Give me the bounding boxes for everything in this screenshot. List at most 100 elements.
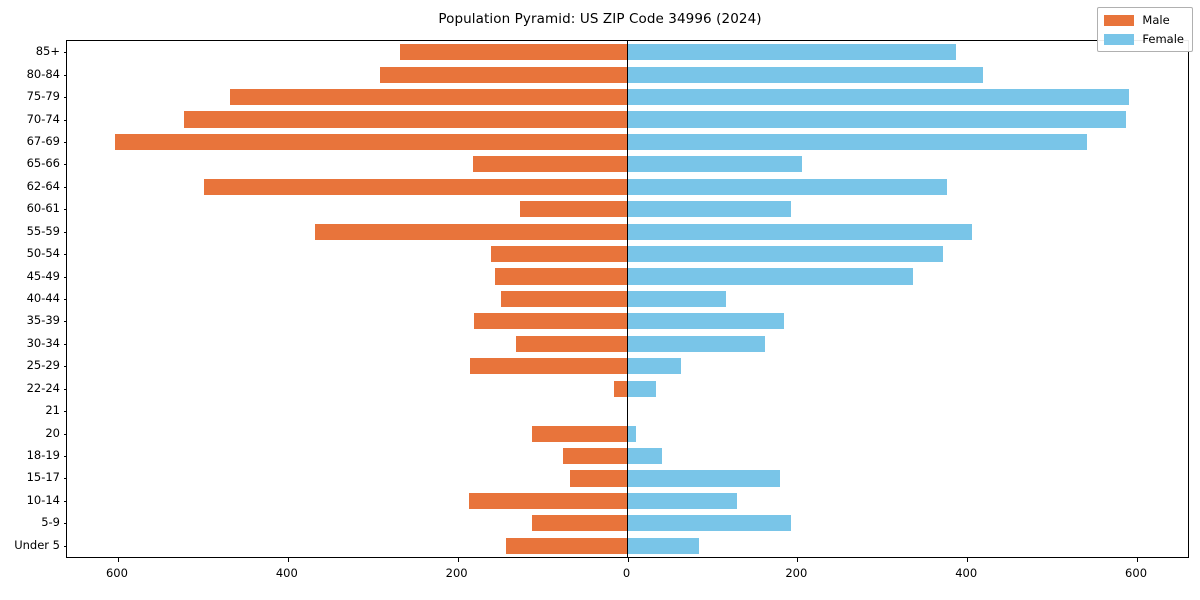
bars-layer: [67, 41, 1188, 557]
bar-male-67-69: [114, 133, 628, 151]
y-tick-mark: [63, 209, 67, 211]
y-axis-tick-label: 65-66: [26, 156, 60, 171]
male-color-swatch: [1104, 14, 1135, 26]
bar-row: [67, 246, 1188, 263]
bar-male-45-49: [495, 268, 628, 285]
bar-row: [67, 66, 1188, 83]
bar-male-10-14: [468, 492, 628, 509]
y-axis-tick-label: 30-34: [26, 335, 60, 350]
y-tick-mark: [63, 52, 67, 54]
x-tick-mark: [457, 558, 459, 562]
y-tick-mark: [63, 388, 67, 390]
bar-male-62-64: [203, 178, 628, 195]
y-tick-mark: [63, 141, 67, 143]
bar-male-65-66: [472, 156, 628, 173]
bar-female-5-9: [627, 515, 791, 532]
y-axis-tick-label: 20: [45, 425, 60, 440]
y-tick-mark: [63, 456, 67, 458]
x-axis-tick-label: 400: [955, 566, 978, 580]
x-axis-tick-label: 0: [622, 566, 631, 580]
y-axis-tick-label: 18-19: [26, 448, 60, 463]
bar-row: [67, 111, 1188, 128]
y-axis-tick-label: 70-74: [26, 111, 60, 126]
bar-female-65-66: [627, 156, 803, 173]
y-axis-tick-label: 35-39: [26, 313, 60, 328]
y-tick-mark: [63, 97, 67, 99]
bar-female-67-69: [627, 133, 1087, 151]
chart-legend: Male Female: [1097, 7, 1193, 52]
y-tick-mark: [63, 299, 67, 300]
bar-row: [67, 313, 1188, 330]
y-tick-mark: [63, 186, 67, 188]
bar-row: [67, 447, 1188, 465]
bar-female-20: [627, 425, 636, 442]
bar-female-80-84: [627, 66, 984, 83]
plot-area: [63, 40, 1189, 562]
x-tick-mark: [627, 558, 629, 562]
bar-female-35-39: [627, 313, 784, 330]
bar-female-10-14: [627, 492, 738, 509]
bar-male-50-54: [490, 246, 628, 263]
y-axis-tick-label: 75-79: [26, 89, 60, 104]
bar-male-30-34: [516, 335, 628, 352]
y-axis-tick-label: 40-44: [26, 291, 60, 305]
bar-row: [67, 133, 1188, 151]
y-axis-tick-label: 45-49: [26, 268, 60, 283]
legend-item-female[interactable]: Female: [1104, 32, 1184, 46]
bar-male-35-39: [473, 313, 628, 330]
bar-row: [67, 156, 1188, 173]
bar-male-85-: [399, 44, 628, 61]
legend-item-male[interactable]: Male: [1104, 13, 1184, 27]
bar-female-75-79: [627, 89, 1129, 106]
y-axis-tick-label: 55-59: [26, 223, 60, 238]
bar-female-62-64: [627, 178, 947, 195]
bar-female-18-19: [627, 447, 663, 465]
bar-male-25-29: [470, 358, 628, 375]
bar-row: [67, 515, 1188, 532]
bar-row: [67, 335, 1188, 352]
bar-female-30-34: [627, 335, 766, 352]
x-tick-mark: [1137, 558, 1139, 562]
y-tick-mark: [63, 366, 67, 368]
x-tick-mark: [117, 558, 119, 562]
y-tick-mark: [63, 478, 67, 480]
bar-male-under-5: [506, 537, 628, 554]
bar-row: [67, 178, 1188, 195]
x-tick-mark: [287, 558, 289, 562]
bar-row: [67, 425, 1188, 442]
bar-row: [67, 492, 1188, 509]
y-tick-mark: [63, 343, 67, 345]
y-axis-tick-label: 80-84: [26, 66, 60, 81]
bar-row: [67, 268, 1188, 285]
bar-female-22-24: [627, 380, 656, 397]
x-axis-tick-label: 400: [275, 566, 298, 580]
bar-row: [67, 537, 1188, 554]
y-axis-tick-label: 85+: [35, 44, 60, 59]
chart-title: Population Pyramid: US ZIP Code 34996 (2…: [438, 11, 762, 27]
y-axis-tick-label: 62-64: [26, 178, 60, 193]
y-tick-mark: [63, 321, 67, 323]
y-tick-mark: [63, 164, 67, 166]
bar-female-85-: [627, 44, 957, 61]
y-axis-tick-label: 15-17: [26, 470, 60, 485]
y-tick-mark: [63, 500, 67, 502]
y-tick-mark: [63, 545, 67, 547]
bar-male-20: [531, 425, 628, 442]
bar-female-70-74: [627, 111, 1126, 128]
x-tick-mark: [967, 558, 969, 562]
bar-female-60-61: [627, 201, 792, 218]
y-axis-tick-label: 50-54: [26, 246, 60, 261]
y-tick-mark: [63, 231, 67, 233]
bar-female-under-5: [627, 537, 699, 554]
bar-male-40-44: [500, 290, 628, 308]
bar-male-55-59: [314, 223, 628, 240]
zero-reference-line: [626, 41, 629, 557]
bar-female-40-44: [627, 290, 726, 308]
y-tick-mark: [63, 276, 67, 278]
y-axis-tick-label: 5-9: [41, 515, 60, 530]
legend-label: Female: [1142, 32, 1184, 46]
x-axis-tick-label: 600: [1125, 566, 1148, 580]
y-axis-tick-label: 22-24: [26, 380, 60, 395]
bar-female-45-49: [627, 268, 913, 285]
